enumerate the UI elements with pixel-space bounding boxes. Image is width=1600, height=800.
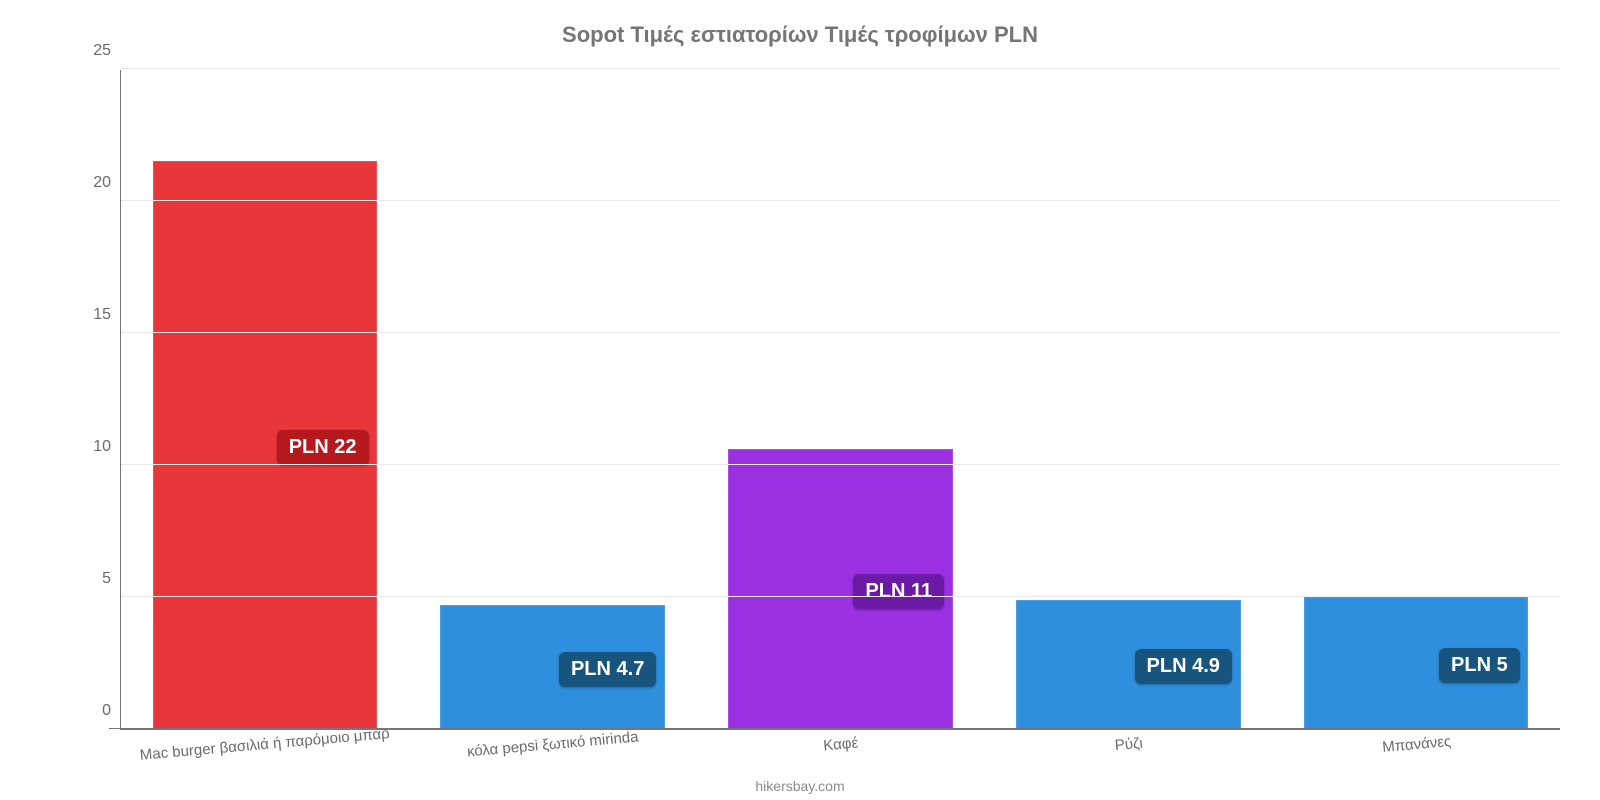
grid-line (121, 332, 1560, 333)
value-badge: PLN 5 (1439, 648, 1520, 683)
value-badge: PLN 22 (277, 430, 369, 465)
grid-line (121, 200, 1560, 201)
chart-title: Sopot Τιμές εστιατορίων Τιμές τροφίμων P… (0, 22, 1600, 48)
x-axis-category-label: Mac burger βασιλιά ή παρόμοιο μπαρ (139, 725, 390, 764)
y-tick-label: 15 (93, 306, 121, 324)
x-axis-category-label: Ρύζι (1114, 735, 1143, 754)
grid-line (121, 464, 1560, 465)
bar-slot: PLN 22 (121, 70, 409, 729)
x-axis-category-label: κόλα pepsi ξωτικό mirinda (466, 729, 639, 761)
y-tick-label: 5 (102, 570, 121, 588)
bar-slot: PLN 11 (697, 70, 985, 729)
attribution-text: hikersbay.com (0, 778, 1600, 794)
y-tick-label: 25 (93, 42, 121, 60)
bars-container: PLN 22 PLN 4.7 PLN 11 PLN 4.9 PLN 5 (121, 70, 1560, 729)
plot-area: PLN 22PLN 4.7PLN 11PLN 4.9PLN 5 05101520… (120, 70, 1560, 730)
value-badge: PLN 4.9 (1135, 649, 1232, 684)
grid-line (121, 68, 1560, 69)
y-tick-label: 20 (93, 174, 121, 192)
bar-slot: PLN 4.7 (409, 70, 697, 729)
bar-slot: PLN 5 (1272, 70, 1560, 729)
y-tick-label: 0 (102, 702, 121, 720)
value-badge: PLN 11 (853, 574, 944, 609)
y-tick-label: 10 (93, 438, 121, 456)
x-axis-line (109, 728, 1560, 729)
grid-line (121, 596, 1560, 597)
bar-slot: PLN 4.9 (984, 70, 1272, 729)
price-bar-chart: Sopot Τιμές εστιατορίων Τιμές τροφίμων P… (0, 0, 1600, 800)
x-axis-category-label: Καφέ (823, 734, 859, 754)
x-axis-category-label: Μπανάνες (1382, 733, 1452, 756)
value-badge: PLN 4.7 (559, 652, 656, 687)
